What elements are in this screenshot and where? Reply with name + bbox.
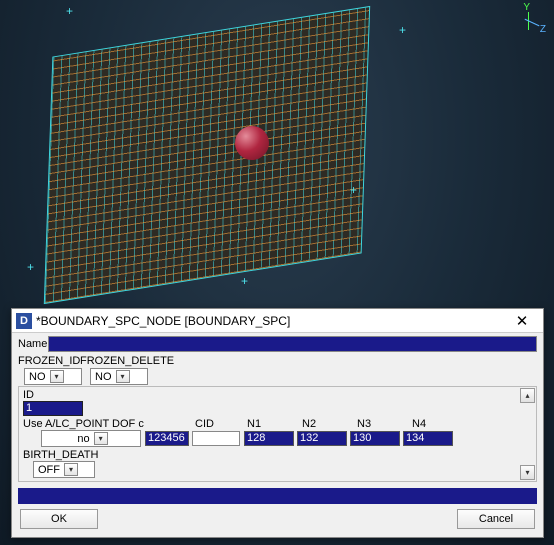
use-select[interactable]: no ▾ — [41, 430, 141, 447]
cancel-button[interactable]: Cancel — [457, 509, 535, 529]
app-icon: D — [16, 313, 32, 329]
n4-input[interactable]: 134 — [403, 431, 453, 446]
frozen-id-label: FROZEN_ID — [18, 355, 80, 367]
ok-button[interactable]: OK — [20, 509, 98, 529]
chevron-down-icon: ▾ — [50, 370, 64, 383]
name-input[interactable] — [48, 336, 537, 352]
birth-death-value: OFF — [38, 464, 60, 476]
n1-input[interactable]: 128 — [244, 431, 294, 446]
id-input[interactable]: 1 — [23, 401, 83, 416]
n2-input[interactable]: 132 — [297, 431, 347, 446]
dof-input[interactable]: 123456 — [145, 431, 189, 446]
frozen-delete-select[interactable]: NO ▾ — [90, 368, 148, 385]
corner-tick-icon — [350, 186, 359, 195]
id-label: ID — [23, 389, 532, 401]
mesh-grid — [44, 6, 370, 304]
use-value: no — [77, 433, 89, 445]
dialog-title: *BOUNDARY_SPC_NODE [BOUNDARY_SPC] — [36, 314, 505, 328]
scroll-down-button[interactable]: ▾ — [520, 465, 535, 480]
n3-header: N3 — [357, 418, 412, 430]
axis-z-label: Z — [540, 24, 546, 35]
close-button[interactable]: ✕ — [505, 310, 539, 332]
frozen-delete-label: FROZEN_DELETE — [80, 355, 176, 367]
n1-header: N1 — [247, 418, 302, 430]
n3-input[interactable]: 130 — [350, 431, 400, 446]
name-label: Name — [18, 338, 48, 350]
status-bar — [18, 488, 537, 504]
n2-header: N2 — [302, 418, 357, 430]
frozen-id-value: NO — [29, 371, 46, 383]
boundary-spc-dialog: D *BOUNDARY_SPC_NODE [BOUNDARY_SPC] ✕ Na… — [11, 308, 544, 538]
birth-death-label: BIRTH_DEATH — [23, 449, 532, 461]
scroll-up-button[interactable]: ▴ — [520, 388, 535, 403]
cid-input[interactable] — [192, 431, 240, 446]
dialog-body: Name FROZEN_ID FROZEN_DELETE NO ▾ NO ▾ ▴… — [12, 333, 543, 537]
corner-tick-icon — [27, 263, 36, 272]
chevron-down-icon: ▾ — [116, 370, 130, 383]
chevron-down-icon: ▾ — [94, 432, 108, 445]
corner-tick-icon — [66, 7, 75, 16]
axis-y-label: Y — [523, 2, 530, 13]
mesh-plane — [44, 6, 370, 304]
titlebar[interactable]: D *BOUNDARY_SPC_NODE [BOUNDARY_SPC] ✕ — [12, 309, 543, 333]
frozen-delete-value: NO — [95, 371, 112, 383]
data-panel: ▴ ▾ ID 1 Use A/LC_POINT DOF c CID N1 N2 … — [18, 386, 537, 482]
cid-header: CID — [195, 418, 247, 430]
corner-tick-icon — [399, 26, 408, 35]
n4-header: N4 — [412, 418, 467, 430]
axis-triad: Y Z — [508, 2, 548, 42]
use-header: Use A/LC_POINT DOF c — [23, 418, 147, 430]
corner-tick-icon — [241, 277, 250, 286]
frozen-id-select[interactable]: NO ▾ — [24, 368, 82, 385]
sphere-node — [235, 126, 269, 160]
chevron-down-icon: ▾ — [64, 463, 78, 476]
birth-death-select[interactable]: OFF ▾ — [33, 461, 95, 478]
